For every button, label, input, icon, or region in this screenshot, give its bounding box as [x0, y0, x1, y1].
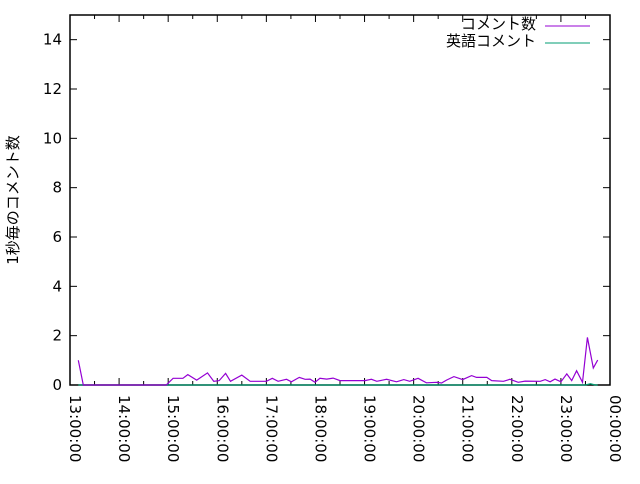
x-tick-label: 19:00:00: [361, 395, 379, 462]
plot-border: [69, 14, 611, 386]
x-tick-label: 18:00:00: [311, 395, 329, 462]
x-tick-label: 20:00:00: [410, 395, 428, 462]
x-tick-label: 00:00:00: [606, 395, 624, 462]
x-tick-label: 21:00:00: [459, 395, 477, 462]
y-tick-label: 2: [52, 327, 62, 345]
legend-label-1: 英語コメント: [446, 32, 536, 50]
y-tick-label: 6: [52, 228, 62, 246]
x-tick-label: 22:00:00: [508, 395, 526, 462]
legend-label-0: コメント数: [461, 15, 536, 33]
y-tick-label: 14: [43, 31, 62, 49]
y-tick-label: 8: [52, 179, 62, 197]
y-tick-label: 12: [43, 80, 62, 98]
y-tick-label: 10: [43, 129, 62, 147]
y-tick-label: 0: [52, 376, 62, 394]
x-tick-label: 13:00:00: [66, 395, 84, 462]
x-tick-label: 17:00:00: [262, 395, 280, 462]
axes: 0 2 4 6 8 10 12 14 13:00:00 14:00:00 15:00:00 16:00…: [43, 14, 624, 462]
series-line-0: [77, 337, 599, 386]
x-tick-label: 16:00:00: [213, 395, 231, 462]
series-line-1: [78, 383, 598, 386]
y-tick-label: 4: [52, 277, 62, 295]
x-tick-label: 23:00:00: [557, 395, 575, 462]
x-tick-label: 15:00:00: [164, 395, 182, 462]
legend: コメント数 英語コメント: [446, 15, 590, 50]
series-group: [77, 337, 599, 386]
y-axis-label: 1秒毎のコメント数: [4, 135, 22, 265]
x-tick-label: 14:00:00: [115, 395, 133, 462]
